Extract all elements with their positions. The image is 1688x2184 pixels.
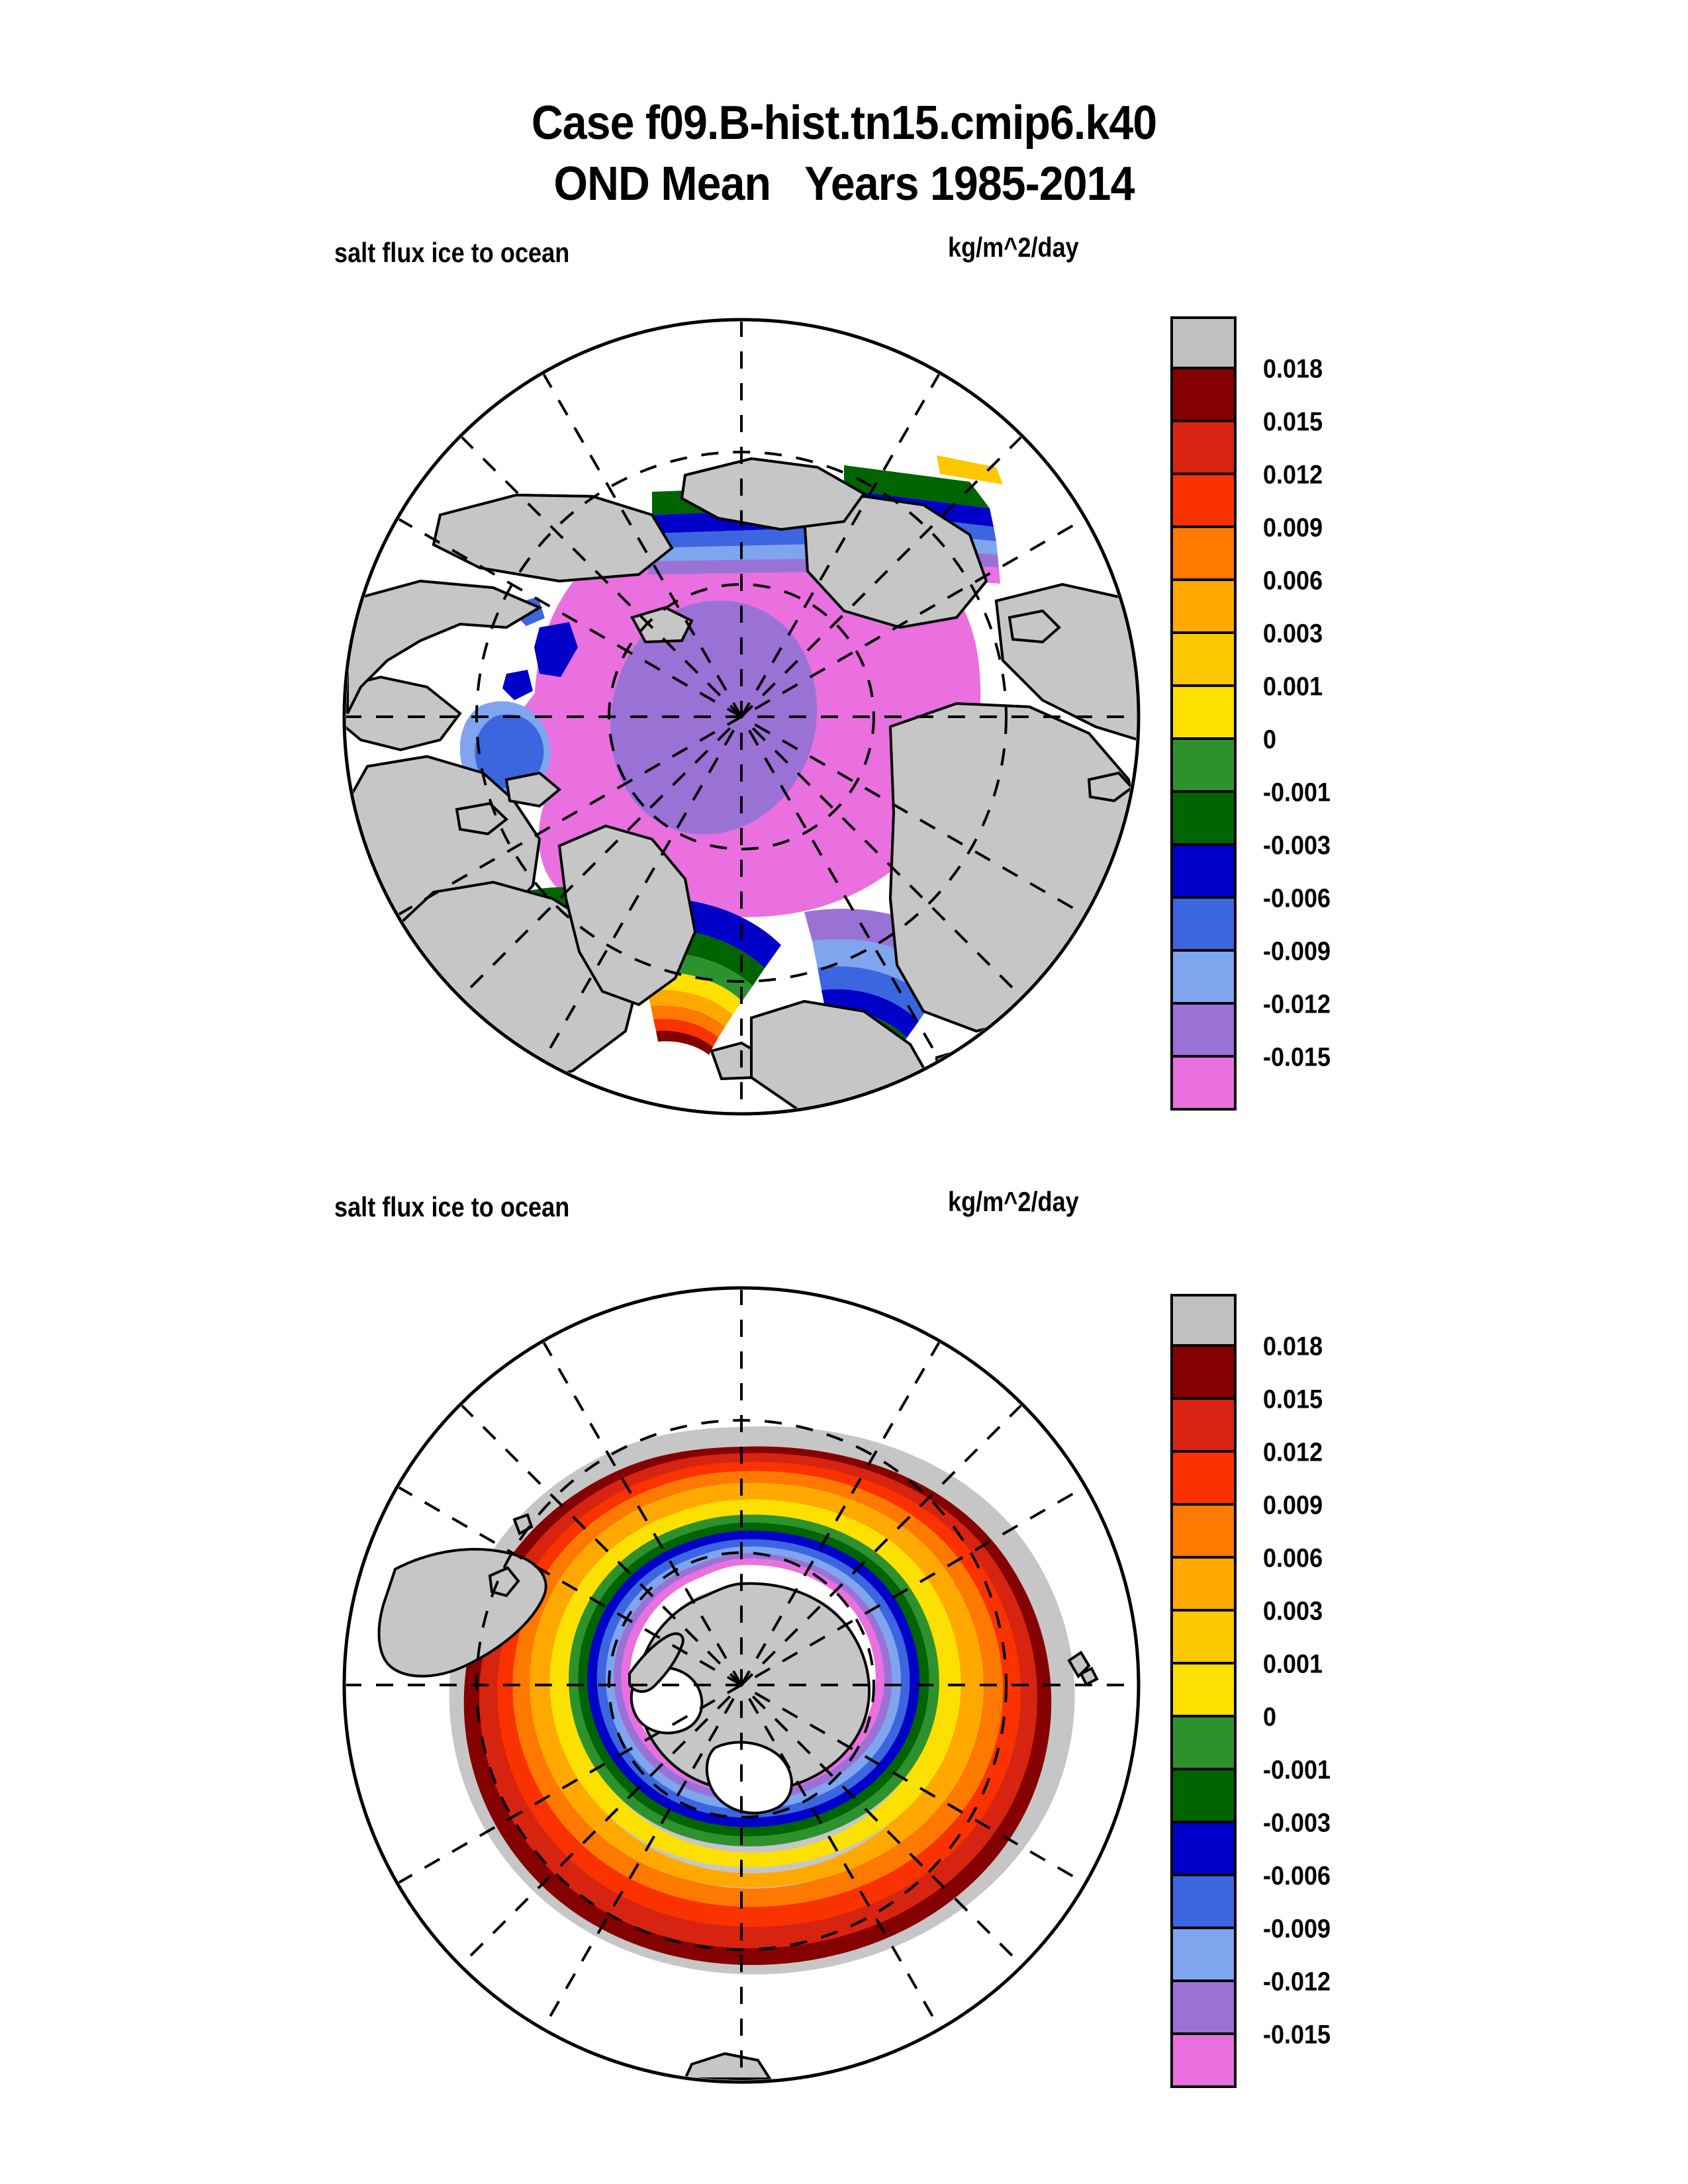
antarctic-colorbar-tick-label: 0.012 [1263,1437,1323,1467]
arctic-map[interactable] [341,316,1142,1117]
antarctic-colorbar-cell[interactable] [1170,1506,1237,1559]
arctic-colorbar-cell[interactable] [1170,369,1237,422]
arctic-colorbar-tick-label: 0.003 [1263,619,1323,649]
arctic-colorbar-tick-label: -0.015 [1263,1042,1331,1072]
antarctic-colorbar-tick-label: -0.001 [1263,1755,1331,1785]
antarctic-colorbar-tick-label: 0.018 [1263,1332,1323,1361]
antarctic-colorbar-tick-label: 0.001 [1263,1649,1323,1679]
arctic-colorbar-tick-label: -0.009 [1263,936,1331,966]
antarctic-colorbar-cell[interactable] [1170,1929,1237,1982]
arctic-map-border [342,318,1141,1116]
arctic-panel-caption: salt flux ice to ocean [334,237,570,268]
arctic-colorbar[interactable]: 0.018 0.015 0.012 0.009 0.006 0.003 0.001 0 -0.0… [1170,316,1331,1111]
figure-title-line-1: Case f09.B-hist.tn15.cmip6.k40 [531,97,1157,150]
arctic-colorbar-tick-label: 0.018 [1263,354,1323,384]
arctic-colorbar-cell[interactable] [1170,634,1237,687]
antarctic-colorbar-tick-label: 0.003 [1263,1596,1323,1626]
antarctic-colorbar-tick-label: -0.003 [1263,1808,1331,1838]
arctic-colorbar-tick-label: -0.003 [1263,831,1331,860]
arctic-colorbar-tick-label: 0.006 [1263,566,1323,596]
arctic-colorbar-tick-label: 0.001 [1263,672,1323,702]
antarctic-colorbar-tick-label: -0.006 [1263,1861,1331,1891]
arctic-colorbar-cell[interactable] [1170,846,1237,899]
arctic-colorbar-tick-label: -0.001 [1263,778,1331,807]
antarctic-panel-caption: salt flux ice to ocean [334,1191,570,1222]
antarctic-colorbar-tick-label: -0.009 [1263,1914,1331,1944]
graticule [346,1290,1137,2080]
antarctic-colorbar-cell[interactable] [1170,1717,1237,1770]
arctic-colorbar-cell[interactable] [1170,475,1237,528]
arctic-colorbar-tick-label: 0.012 [1263,460,1323,490]
arctic-colorbar-cell[interactable] [1170,899,1237,952]
arctic-colorbar-cell[interactable] [1170,422,1237,475]
antarctic-colorbar-tick-label: 0 [1263,1702,1277,1732]
arctic-colorbar-tick-label: -0.006 [1263,884,1331,913]
antarctic-colorbar-cell[interactable] [1170,1876,1237,1929]
arctic-panel-units: kg/m^2/day [948,232,1079,263]
arctic-colorbar-cell[interactable] [1170,793,1237,846]
antarctic-colorbar[interactable]: 0.018 0.015 0.012 0.009 0.006 0.003 0.001 0 -0.0… [1170,1294,1331,2088]
antarctic-colorbar-cell[interactable] [1170,2035,1237,2088]
antarctic-colorbar-tick-label: -0.012 [1263,1967,1331,1997]
antarctic-colorbar-cell[interactable] [1170,1664,1237,1717]
arctic-colorbar-cell[interactable] [1170,528,1237,581]
antarctic-map[interactable] [341,1285,1142,2085]
antarctic-panel-units: kg/m^2/day [948,1186,1079,1217]
antarctic-colorbar-cell[interactable] [1170,1294,1237,1347]
arctic-colorbar-cell[interactable] [1170,316,1237,369]
arctic-colorbar-cell[interactable] [1170,1058,1237,1111]
arctic-colorbar-tick-label: 0.015 [1263,407,1323,437]
antarctic-colorbar-cell[interactable] [1170,1400,1237,1453]
arctic-colorbar-tick-label: 0 [1263,725,1277,754]
antarctic-colorbar-tick-label: 0.006 [1263,1543,1323,1573]
antarctic-colorbar-tick-label: 0.015 [1263,1385,1323,1414]
antarctic-colorbar-cell[interactable] [1170,1559,1237,1612]
antarctic-colorbar-cell[interactable] [1170,1770,1237,1823]
antarctic-colorbar-tick-label: 0.009 [1263,1490,1323,1520]
figure-title: Case f09.B-hist.tn15.cmip6.k40 OND Mean … [68,93,1620,214]
arctic-colorbar-tick-label: -0.012 [1263,989,1331,1019]
antarctic-map-border [342,1286,1141,2084]
figure-title-line-2: OND Mean Years 1985-2014 [553,158,1135,210]
antarctic-colorbar-cell[interactable] [1170,1823,1237,1876]
arctic-colorbar-tick-label: 0.009 [1263,513,1323,543]
arctic-colorbar-cell[interactable] [1170,581,1237,634]
antarctic-colorbar-cell[interactable] [1170,1453,1237,1506]
arctic-colorbar-labels: 0.018 0.015 0.012 0.009 0.006 0.003 0.001 0 -0.0… [1239,316,1438,1111]
antarctic-colorbar-cell[interactable] [1170,1347,1237,1400]
arctic-colorbar-cell[interactable] [1170,1005,1237,1058]
arctic-colorbar-cell[interactable] [1170,687,1237,740]
antarctic-colorbar-tick-label: -0.015 [1263,2020,1331,2050]
arctic-colorbar-cell[interactable] [1170,740,1237,793]
antarctic-colorbar-cell[interactable] [1170,1982,1237,2035]
antarctic-colorbar-cell[interactable] [1170,1612,1237,1664]
graticule [346,322,1137,1112]
arctic-colorbar-cell[interactable] [1170,952,1237,1005]
antarctic-colorbar-labels: 0.018 0.015 0.012 0.009 0.006 0.003 0.001 0 -0.0… [1239,1294,1438,2088]
